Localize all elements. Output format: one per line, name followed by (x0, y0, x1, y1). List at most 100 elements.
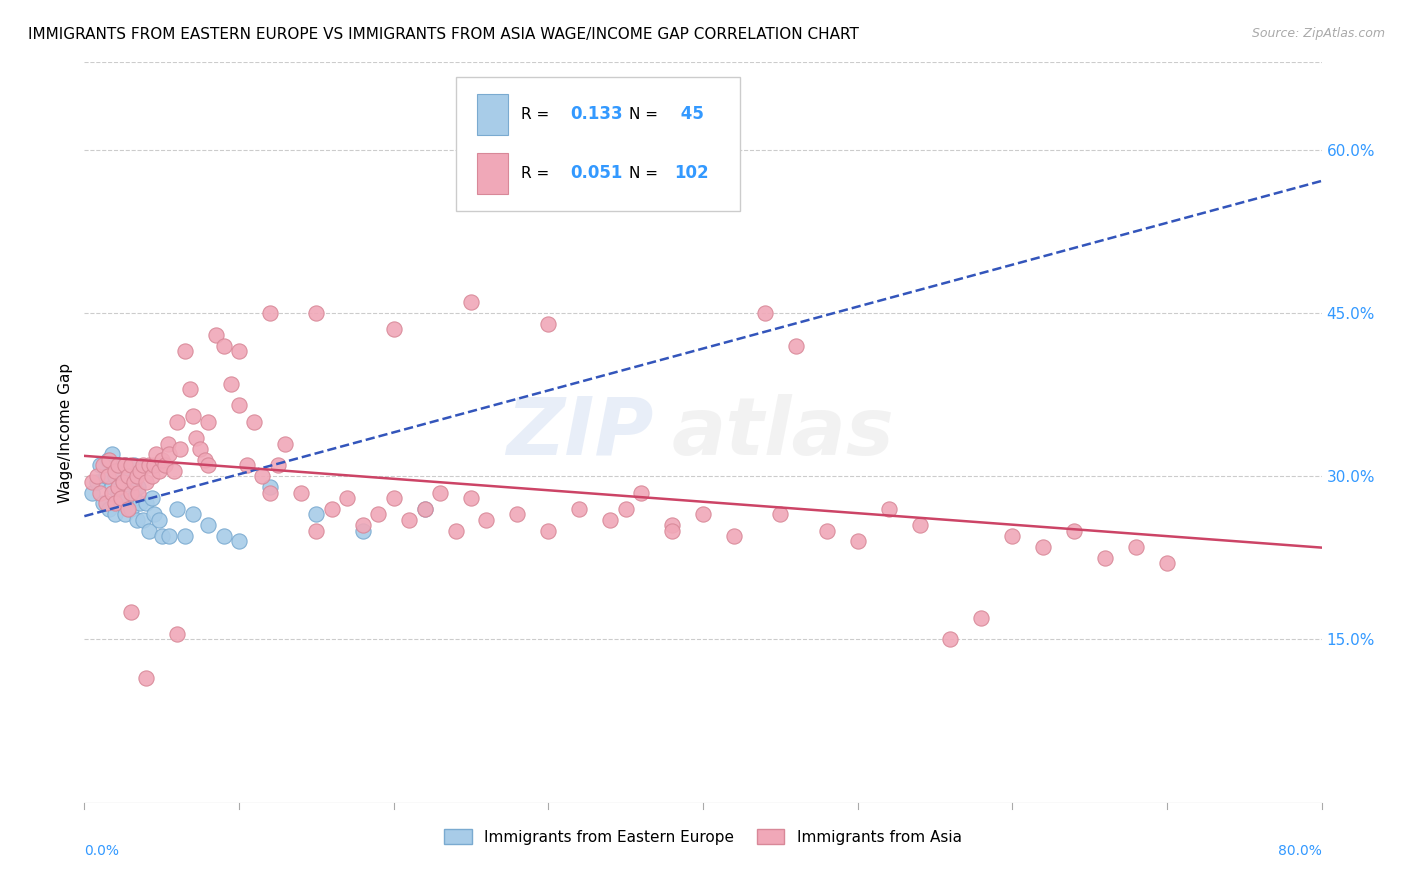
Point (96, 453, 118, 467)
Text: atlas: atlas (672, 393, 894, 472)
FancyBboxPatch shape (477, 94, 508, 135)
Point (506, 508, 529, 522)
Point (181, 409, 204, 424)
Text: IMMIGRANTS FROM EASTERN EUROPE VS IMMIGRANTS FROM ASIA WAGE/INCOME GAP CORRELATI: IMMIGRANTS FROM EASTERN EUROPE VS IMMIGR… (28, 27, 859, 42)
Point (135, 475, 157, 489)
Point (86, 469, 108, 483)
Point (321, 501, 343, 516)
Point (122, 491, 145, 505)
Point (91, 458, 114, 473)
Point (259, 485, 281, 500)
Point (413, 501, 436, 516)
Point (148, 464, 170, 478)
Point (630, 485, 652, 500)
Text: N =: N = (628, 166, 662, 181)
Point (274, 436, 297, 450)
Point (138, 524, 160, 538)
Point (107, 458, 129, 473)
Point (125, 513, 148, 527)
Point (398, 513, 420, 527)
Point (305, 524, 328, 538)
Point (117, 491, 139, 505)
Point (235, 458, 259, 473)
Point (120, 501, 142, 516)
Text: 0.051: 0.051 (571, 164, 623, 183)
Point (205, 327, 228, 342)
Point (475, 513, 498, 527)
Point (89, 485, 111, 500)
Text: 0.0%: 0.0% (84, 844, 120, 857)
Point (166, 627, 188, 641)
FancyBboxPatch shape (477, 153, 508, 194)
Point (184, 431, 207, 445)
Point (219, 376, 242, 391)
Point (150, 529, 173, 543)
Point (120, 458, 142, 473)
Point (1032, 540, 1054, 554)
Point (228, 343, 250, 358)
Y-axis label: Wage/Income Gap: Wage/Income Gap (58, 362, 73, 503)
Point (107, 458, 129, 473)
Point (179, 382, 201, 396)
Legend: Immigrants from Eastern Europe, Immigrants from Asia: Immigrants from Eastern Europe, Immigran… (439, 822, 967, 851)
Text: R =: R = (522, 166, 554, 181)
Point (259, 480, 281, 494)
Point (367, 508, 389, 522)
Text: N =: N = (628, 107, 662, 122)
Point (382, 322, 405, 336)
Point (212, 338, 235, 352)
Point (537, 524, 560, 538)
Point (267, 458, 290, 473)
Point (135, 671, 157, 685)
Point (243, 415, 266, 429)
Point (138, 458, 160, 473)
Point (117, 469, 139, 483)
Point (143, 508, 166, 522)
Point (98, 501, 121, 516)
Point (150, 453, 173, 467)
Point (107, 485, 129, 500)
Point (163, 464, 186, 478)
Text: 102: 102 (675, 164, 709, 183)
Point (939, 632, 962, 647)
Point (141, 469, 163, 483)
Point (141, 491, 163, 505)
Point (197, 458, 219, 473)
Point (112, 475, 135, 489)
Point (1094, 550, 1116, 565)
Point (114, 508, 136, 522)
Point (89, 458, 111, 473)
Point (614, 501, 637, 516)
Point (460, 295, 482, 310)
Point (166, 501, 188, 516)
Point (120, 485, 142, 500)
Point (107, 480, 129, 494)
Point (1156, 556, 1178, 570)
Point (104, 496, 127, 510)
Point (135, 496, 157, 510)
Point (174, 343, 197, 358)
Point (145, 447, 167, 461)
Point (127, 485, 149, 500)
Point (174, 529, 197, 543)
Point (1063, 524, 1085, 538)
Point (110, 491, 132, 505)
Point (444, 524, 467, 538)
Point (228, 398, 250, 412)
Text: R =: R = (522, 107, 554, 122)
Point (82, 485, 104, 500)
Point (153, 458, 176, 473)
Point (352, 524, 374, 538)
Point (129, 464, 152, 478)
Point (197, 415, 219, 429)
Point (754, 306, 776, 320)
Point (599, 513, 621, 527)
Point (877, 501, 900, 516)
Point (537, 317, 560, 331)
Point (305, 508, 328, 522)
Point (290, 485, 312, 500)
Point (114, 458, 136, 473)
Point (181, 508, 204, 522)
Point (156, 436, 179, 450)
Point (122, 458, 145, 473)
